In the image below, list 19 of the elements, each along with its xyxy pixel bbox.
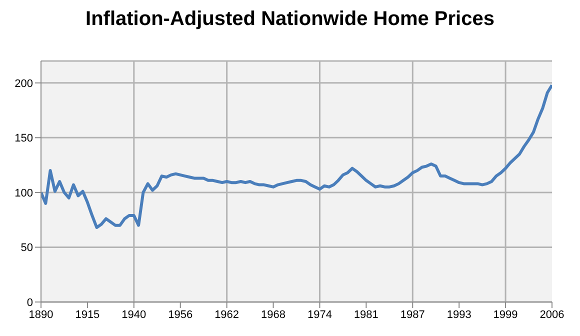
y-tick-label: 0 — [26, 296, 33, 309]
x-tick-label: 1956 — [168, 308, 193, 321]
x-tick-label: 1999 — [493, 308, 518, 321]
x-tick-label: 1981 — [354, 308, 378, 321]
x-tick-label: 1962 — [214, 308, 240, 321]
x-tick-label: 1993 — [446, 308, 472, 321]
y-tick-label: 200 — [14, 78, 33, 90]
x-tick-label: 1968 — [261, 308, 286, 321]
x-tick-label: 1915 — [75, 308, 100, 321]
chart-title: Inflation-Adjusted Nationwide Home Prices — [84, 8, 496, 31]
x-tick-label: 1940 — [122, 308, 146, 321]
y-tick-label: 50 — [20, 242, 33, 254]
x-tick-label: 2006 — [540, 308, 564, 321]
x-tick-label: 1890 — [28, 308, 54, 321]
y-tick-label: 150 — [14, 132, 33, 145]
line-series — [41, 84, 552, 230]
x-tick-label: 1987 — [400, 308, 425, 321]
x-tick-label: 1974 — [307, 308, 332, 321]
y-tick-label: 100 — [14, 187, 33, 200]
